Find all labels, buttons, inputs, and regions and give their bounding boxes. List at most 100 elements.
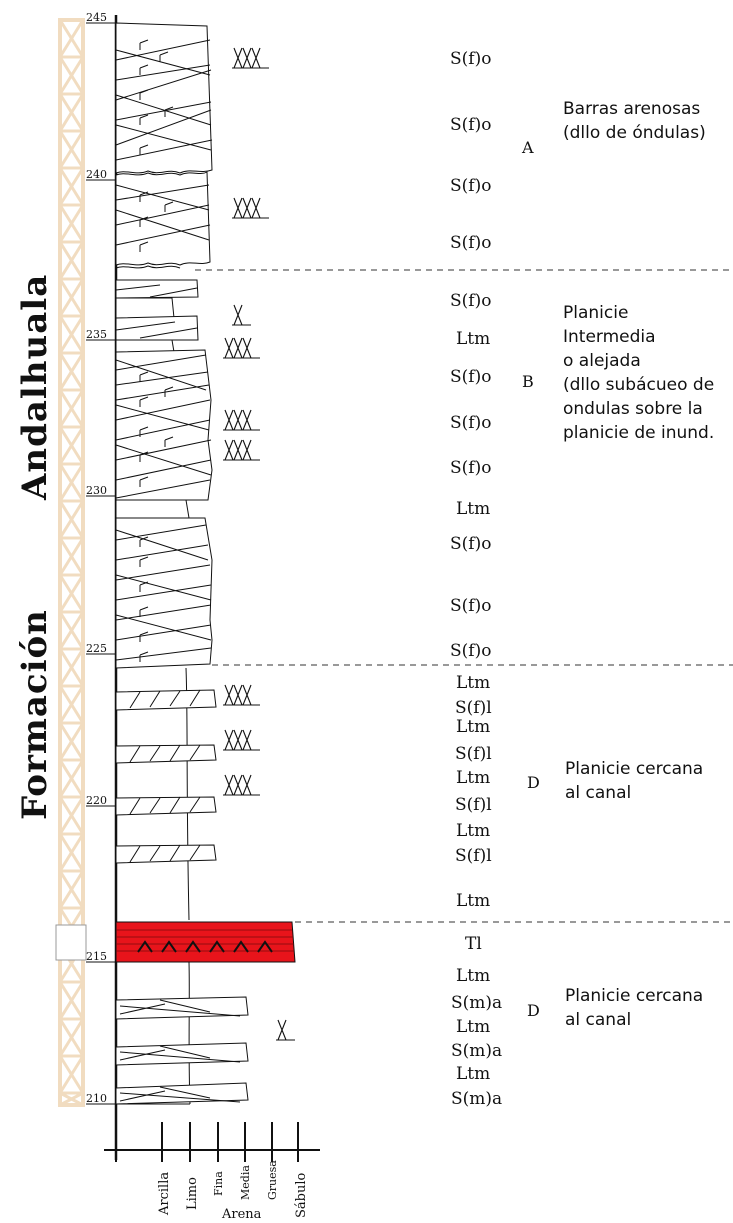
facies-label: Ltm [456,1017,490,1037]
facies-label: Ltm [456,329,490,349]
silt-bed [115,339,175,353]
depth-tick-label: 210 [86,1092,107,1105]
lattice-strut [58,685,85,724]
sand-lens [115,996,249,1020]
lithology-unit-a [115,22,213,269]
lattice-strut [58,648,85,687]
sand-bed [115,22,213,174]
facies-label: S(f)o [450,367,491,387]
lattice-strut [58,1055,85,1094]
burrow-trace-icon [223,409,260,431]
depth-tick: 230 [86,484,116,497]
grain-size-labels: Arcilla Limo Fina Media Gruesa Sábulo Ar… [157,1160,309,1222]
burrow-trace-icon [276,1019,295,1041]
arena-label: Arena [221,1207,262,1222]
grain-label: Sábulo [294,1172,309,1218]
scale-bar [55,18,87,1107]
lattice-strut [58,722,85,761]
facies-label: S(f)o [450,233,491,253]
lattice-strut [58,278,85,317]
lattice-strut [58,463,85,502]
lithology-unit-d-lower [115,961,249,1105]
unit-description-line: Planicie cercana [565,759,703,779]
lattice-strut [58,981,85,1020]
grain-label: Gruesa [266,1160,279,1200]
burrow-trace-icon [232,47,269,69]
depth-tick-label: 245 [86,11,107,24]
burrow-trace-icon [223,337,260,359]
unit-description-line: al canal [565,1010,631,1030]
facies-label: S(f)o [450,596,491,616]
lattice-strut [58,130,85,169]
facies-label: S(m)a [451,1089,502,1109]
facies-label: S(f)o [450,49,491,69]
unit-code: D [527,1001,540,1020]
lattice-strut [58,611,85,650]
scale-bar-gap [55,924,87,961]
sand-bed [115,349,213,501]
unit-description-line: (dllo de óndulas) [563,123,706,143]
unit-description-line: planicie de inund. [563,423,714,443]
depth-tick: 235 [86,328,116,341]
depth-tick-label: 220 [86,794,107,807]
lattice-strut [58,167,85,206]
facies-label: S(m)a [451,1041,502,1061]
chevron-marks [137,940,273,953]
lithology-unit-d-upper [115,667,217,921]
burrow-trace-icon [223,774,260,796]
facies-label: S(m)a [451,993,502,1013]
depth-tick: 225 [86,642,116,655]
lattice-strut [58,759,85,798]
lattice-strut [58,796,85,835]
facies-label: S(f)o [450,458,491,478]
facies-label: Ltm [456,717,490,737]
unit-description-line: al canal [565,783,631,803]
facies-label: S(f)o [450,534,491,554]
facies-label: Ltm [456,821,490,841]
lattice-strut [58,833,85,872]
facies-label: S(f)o [450,291,491,311]
lattice-strut [58,19,85,58]
facies-label: Ltm [456,768,490,788]
tuff-layer [115,921,296,963]
facies-label: Ltm [456,1064,490,1084]
sand-bed [115,279,199,299]
lattice-strut [58,426,85,465]
grain-label: Limo [185,1177,200,1210]
facies-label: S(f)o [450,176,491,196]
unit-boundaries [195,269,733,923]
unit-description-line: Planicie [563,303,628,323]
facies-label: S(f)o [450,641,491,661]
unit-code: D [527,773,540,792]
depth-tick: 215 [86,950,116,963]
facies-label: S(f)o [450,115,491,135]
facies-label: Ltm [456,499,490,519]
facies-label: S(f)l [455,795,492,815]
trace-fossil-symbols [223,47,295,1041]
lattice-strut [58,93,85,132]
sand-lens [115,1042,249,1066]
facies-label: Ltm [456,891,490,911]
depth-tick: 245 [86,11,116,24]
unit-description-line: Planicie cercana [565,986,703,1006]
lattice-strut [58,315,85,354]
silt-bed [188,961,191,1105]
burrow-trace-icon [223,729,260,751]
lattice-strut [58,352,85,391]
lattice-strut [58,204,85,243]
unit-code: B [522,372,534,391]
formation-name: Andalhuala [15,274,55,501]
formation-label: Formación [15,609,55,820]
lattice-strut [58,870,85,909]
grain-label: Arcilla [157,1172,172,1216]
sand-bed [115,171,211,266]
facies-label: Tl [465,934,482,954]
facies-label: Ltm [456,673,490,693]
depth-tick: 240 [86,168,116,181]
grain-size-scale [104,1122,320,1162]
burrow-trace-icon [223,439,260,461]
lithology-unit-b [115,279,213,669]
depth-tick-label: 225 [86,642,107,655]
depth-tick: 220 [86,794,116,807]
